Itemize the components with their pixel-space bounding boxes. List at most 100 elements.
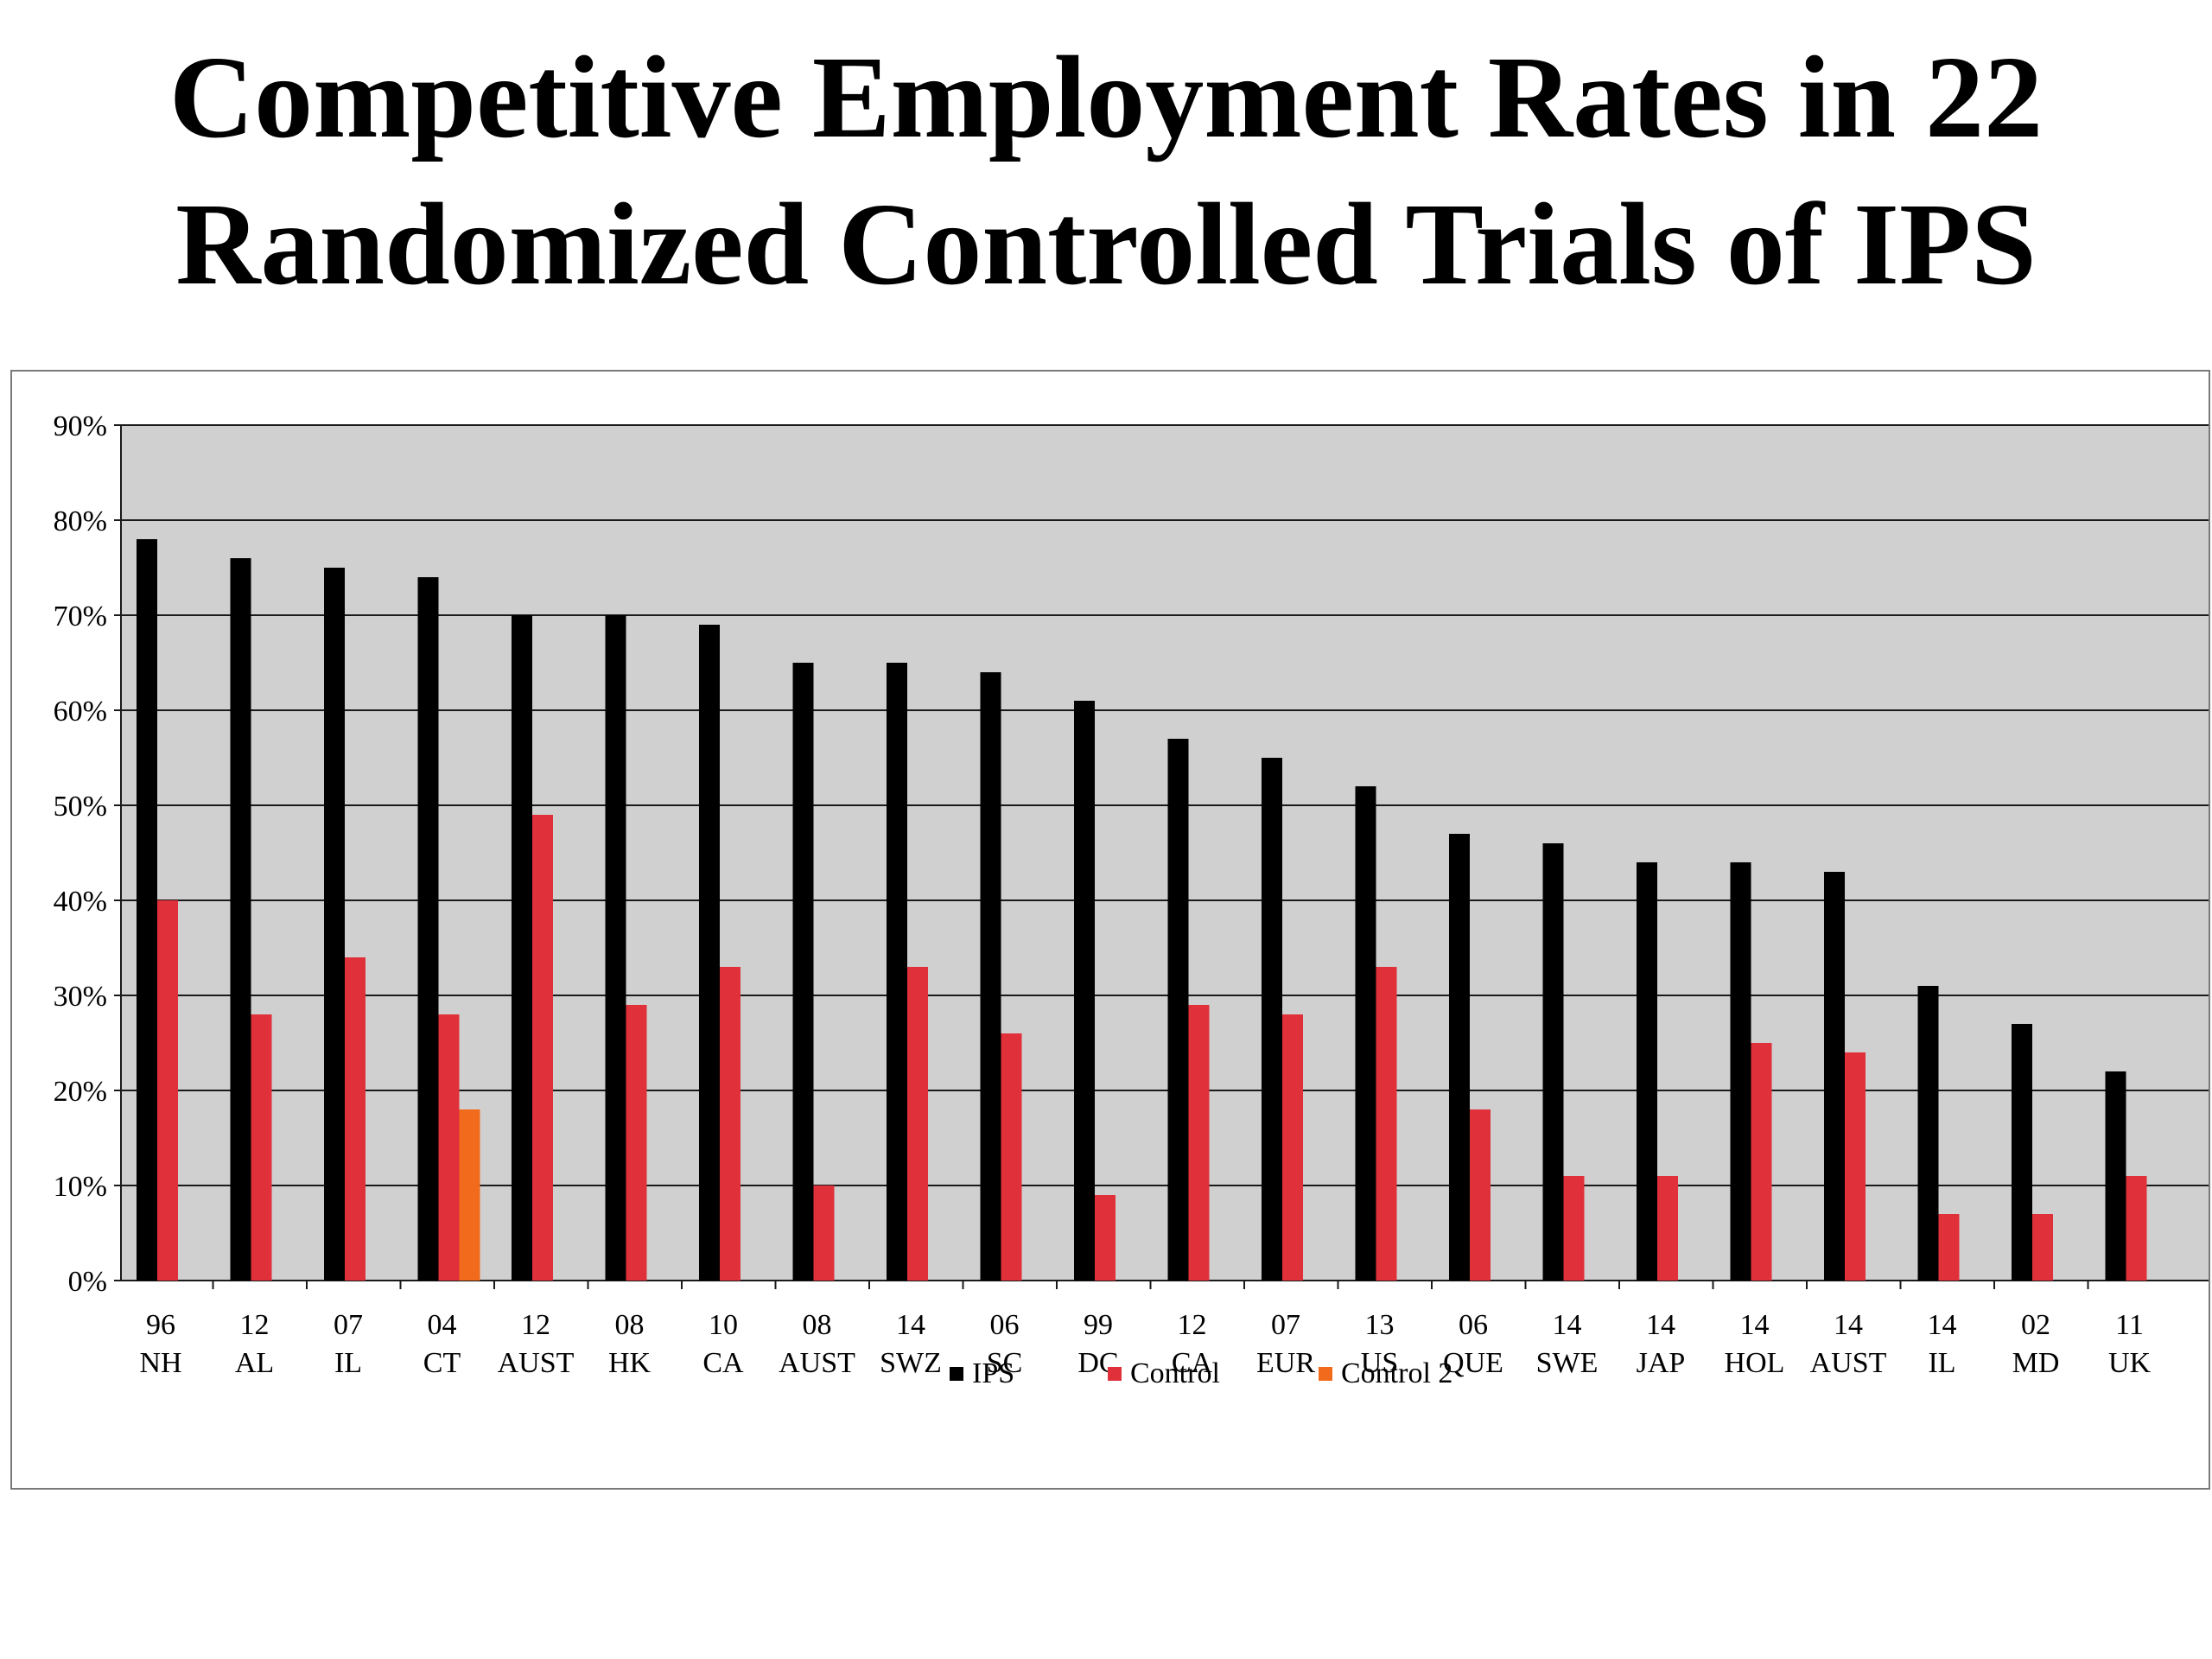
y-tick-label: 80% — [54, 505, 107, 537]
title-line-2: Randomized Controlled Trials of IPS — [175, 180, 2037, 309]
bar-control — [1001, 1033, 1022, 1281]
bar-ips — [2012, 1024, 2032, 1281]
legend-label: Control 2 — [1341, 1357, 1452, 1389]
x-tick-label-site: EUR — [1256, 1347, 1315, 1379]
bar-ips — [605, 615, 626, 1281]
x-tick-label-site: MD — [2012, 1347, 2060, 1379]
x-tick-label-year: 12 — [521, 1309, 550, 1341]
x-tick-label-site: AUST — [498, 1347, 575, 1379]
bar-ips — [1355, 786, 1376, 1281]
bar-ips — [512, 615, 532, 1281]
x-tick-label-site: JAP — [1637, 1347, 1686, 1379]
legend-swatch — [950, 1367, 963, 1381]
x-tick-label-year: 04 — [428, 1309, 457, 1341]
bar-ips — [230, 558, 251, 1281]
bar-ips — [417, 577, 439, 1281]
bar-control — [251, 1014, 272, 1281]
legend-label: IPS — [972, 1357, 1014, 1389]
x-tick-label-year: 14 — [1928, 1309, 1957, 1341]
bar-ips — [1637, 862, 1657, 1281]
x-tick-label-year: 11 — [2115, 1309, 2144, 1341]
bar-ips — [324, 568, 345, 1281]
legend-label: Control — [1130, 1357, 1220, 1389]
x-tick-label-year: 96 — [146, 1309, 175, 1341]
x-tick-label-year: 08 — [803, 1309, 832, 1341]
x-tick-label-site: HK — [608, 1347, 652, 1379]
bar-control — [813, 1185, 835, 1281]
x-tick-label-site: SC — [987, 1347, 1023, 1379]
x-tick-label-year: 06 — [1459, 1309, 1488, 1341]
bar-ips — [699, 625, 720, 1281]
bar-control — [1376, 967, 1397, 1281]
bar-control — [345, 957, 365, 1281]
x-tick-label-site: SWZ — [880, 1347, 942, 1379]
bar-control — [626, 1005, 647, 1281]
bar-ips — [1730, 862, 1751, 1281]
x-tick-label-site: CA — [1172, 1347, 1213, 1379]
bar-control — [907, 967, 928, 1281]
x-tick-label-year: 10 — [709, 1309, 738, 1341]
bar-ips — [1542, 843, 1564, 1281]
x-tick-label-year: 08 — [615, 1309, 645, 1341]
x-tick-label-site: IL — [334, 1347, 362, 1379]
bar-control — [438, 1014, 460, 1281]
x-tick-label-site: NH — [139, 1347, 181, 1379]
x-tick-label-site: CA — [702, 1347, 744, 1379]
x-tick-label-site: AUST — [779, 1347, 855, 1379]
x-tick-label-year: 02 — [2021, 1309, 2050, 1341]
x-tick-label-year: 14 — [1646, 1309, 1675, 1341]
bar-control — [1938, 1214, 1960, 1281]
bar-control — [1845, 1052, 1866, 1281]
y-tick-label: 0% — [68, 1266, 107, 1298]
bar-ips — [980, 672, 1001, 1281]
x-tick-label-year: 07 — [1271, 1309, 1300, 1341]
chart-title: Competitive Employment Rates in 22 Rando… — [0, 24, 2212, 318]
bar-control — [532, 815, 553, 1281]
x-tick-label-year: 14 — [1834, 1309, 1863, 1341]
y-tick-label: 70% — [54, 601, 107, 632]
x-tick-label-site: SWE — [1536, 1347, 1599, 1379]
bar-chart: 0% 10% 20% 30% 40% 50% 60% 70% 80% 90% 96 NH 12 AL 07 I… — [54, 410, 2209, 1389]
bar-ips — [137, 539, 157, 1281]
bar-control — [720, 967, 741, 1281]
x-tick-label-year: 99 — [1084, 1309, 1113, 1341]
chart-area: 0% 10% 20% 30% 40% 50% 60% 70% 80% 90% 96 NH 12 AL 07 I… — [10, 370, 2210, 1490]
bar-control — [1470, 1109, 1491, 1281]
bar-ips — [2105, 1071, 2126, 1281]
legend-swatch — [1319, 1367, 1332, 1381]
y-tick-label: 50% — [54, 791, 107, 823]
x-tick-label-site: IL — [1928, 1347, 1955, 1379]
bar-control — [1657, 1176, 1678, 1281]
legend-swatch — [1108, 1367, 1122, 1381]
bar-control — [157, 900, 178, 1281]
x-tick-label-year: 12 — [1178, 1309, 1207, 1341]
title-line-1: Competitive Employment Rates in 22 — [168, 33, 2044, 162]
x-tick-label-year: 14 — [1553, 1309, 1582, 1341]
bar-ips — [1449, 834, 1470, 1281]
bar-control-2 — [459, 1109, 480, 1281]
x-tick-label-site: HOL — [1725, 1347, 1785, 1379]
bar-ips — [1824, 872, 1845, 1281]
x-tick-label-year: 06 — [990, 1309, 1020, 1341]
y-tick-label: 20% — [54, 1076, 107, 1108]
bar-ips — [1074, 701, 1095, 1281]
y-tick-label: 10% — [54, 1171, 107, 1203]
x-tick-label-site: AUST — [1810, 1347, 1887, 1379]
x-tick-label-site: QUE — [1443, 1347, 1503, 1379]
bar-control — [1563, 1176, 1585, 1281]
bar-control — [1095, 1195, 1116, 1281]
bar-ips — [792, 663, 814, 1281]
bar-ips — [1262, 758, 1282, 1281]
bar-ips — [887, 663, 907, 1281]
x-tick-label-year: 13 — [1365, 1309, 1395, 1341]
bar-control — [2126, 1176, 2147, 1281]
bar-ips — [1917, 986, 1939, 1281]
x-tick-label-site: AL — [235, 1347, 274, 1379]
bar-control — [1751, 1043, 1772, 1281]
x-tick-label-site: UK — [2108, 1347, 2152, 1379]
x-tick-label-site: US — [1361, 1347, 1398, 1379]
y-tick-label: 90% — [54, 410, 107, 442]
bar-control — [2032, 1214, 2053, 1281]
y-tick-label: 30% — [54, 981, 107, 1013]
x-tick-label-year: 07 — [334, 1309, 363, 1341]
